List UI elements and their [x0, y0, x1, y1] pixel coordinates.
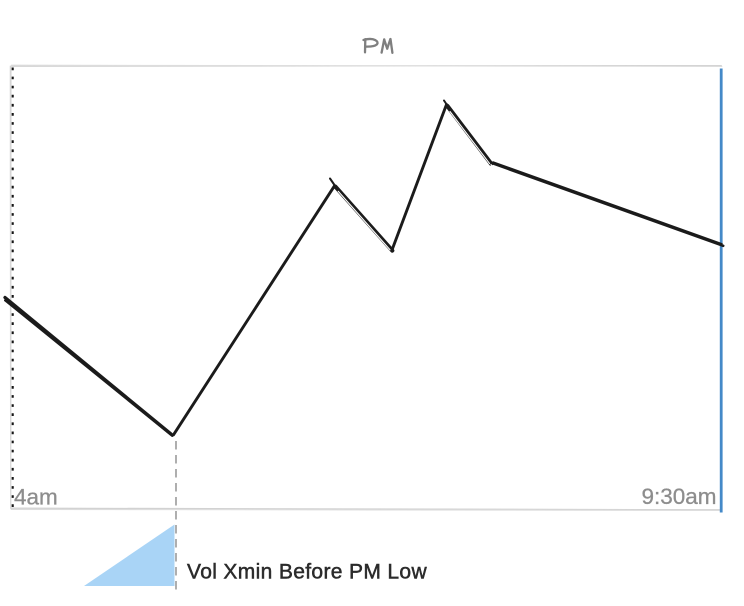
- svg-text:9:30am: 9:30am: [641, 484, 716, 509]
- svg-text:4am: 4am: [14, 485, 58, 510]
- svg-text:Vol Xmin Before PM Low: Vol Xmin Before PM Low: [187, 561, 427, 584]
